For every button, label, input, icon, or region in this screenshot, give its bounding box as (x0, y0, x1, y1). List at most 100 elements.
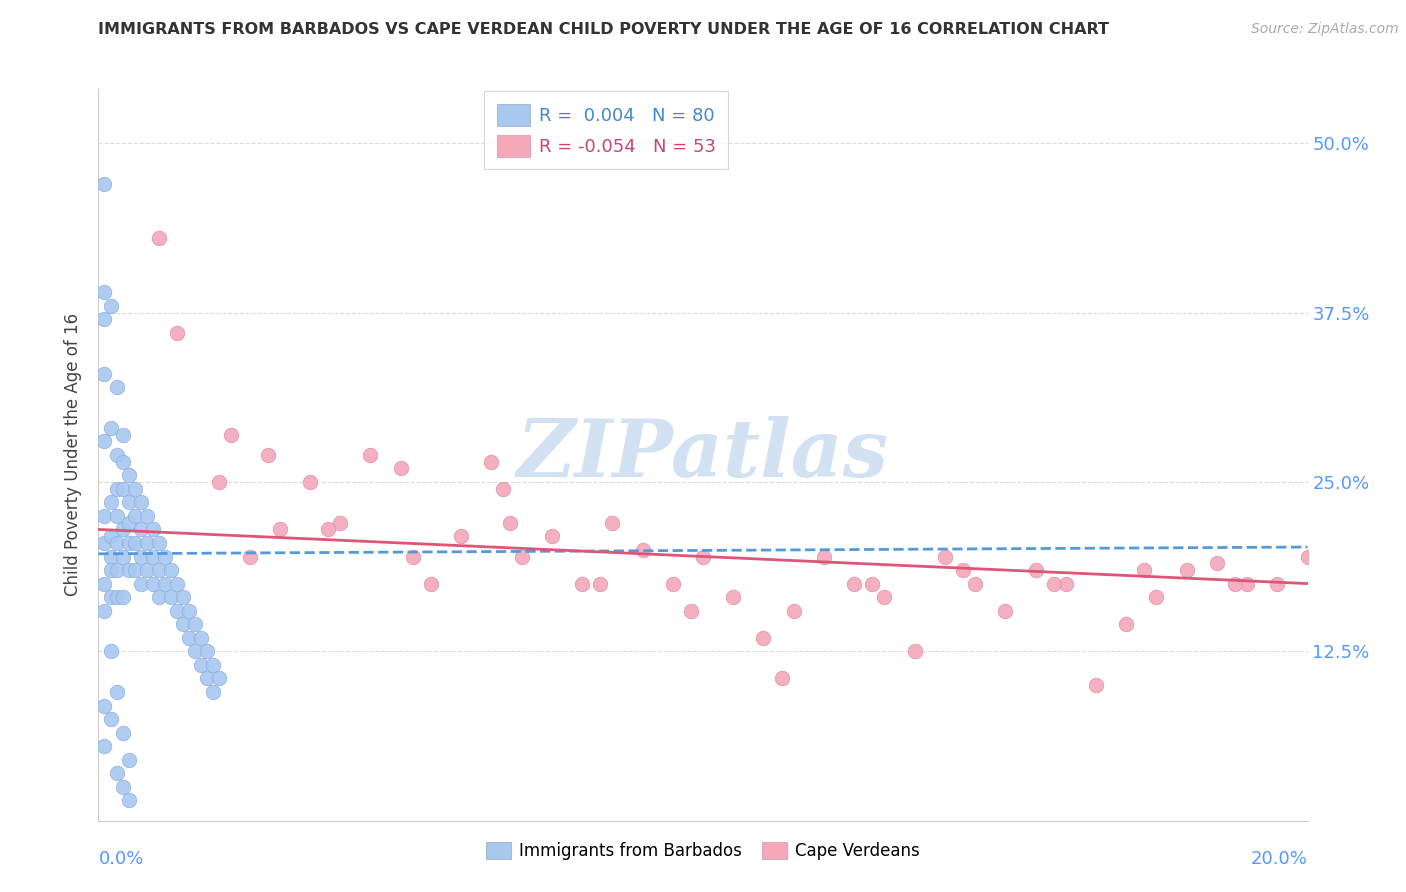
Point (111, 455, 134, 469)
Point (1085, 678, 1108, 692)
Point (492, 482, 515, 496)
Point (172, 590, 194, 604)
Legend: Immigrants from Barbados, Cape Verdeans: Immigrants from Barbados, Cape Verdeans (479, 836, 927, 867)
Point (190, 631, 212, 645)
Point (1175, 563, 1198, 577)
Point (1296, 549, 1319, 564)
Point (124, 563, 146, 577)
Point (172, 617, 194, 632)
Point (129, 495, 152, 509)
Point (142, 576, 165, 591)
Point (179, 604, 201, 618)
Point (184, 617, 207, 632)
Point (105, 380, 128, 394)
Point (221, 427, 243, 442)
Point (118, 516, 141, 530)
Text: 0.0%: 0.0% (98, 850, 143, 868)
Point (124, 536, 146, 550)
Point (105, 536, 128, 550)
Point (93, 604, 115, 618)
Point (179, 631, 201, 645)
Point (153, 576, 176, 591)
Text: IMMIGRANTS FROM BARBADOS VS CAPE VERDEAN CHILD POVERTY UNDER THE AGE OF 16 CORRE: IMMIGRANTS FROM BARBADOS VS CAPE VERDEAN… (98, 22, 1109, 37)
Point (148, 563, 170, 577)
Point (662, 576, 685, 591)
Point (994, 604, 1017, 618)
Point (111, 780, 134, 794)
Point (679, 604, 702, 618)
Point (129, 576, 152, 591)
Point (129, 523, 152, 537)
Point (195, 644, 218, 658)
Point (202, 685, 225, 699)
Point (135, 563, 157, 577)
Point (111, 549, 134, 564)
Point (770, 672, 793, 686)
Point (105, 508, 128, 523)
Point (1024, 563, 1046, 577)
Point (111, 523, 134, 537)
Point (166, 326, 188, 340)
Point (256, 448, 278, 462)
Point (100, 644, 122, 658)
Point (111, 427, 134, 442)
Point (602, 516, 624, 530)
Point (589, 576, 612, 591)
Point (195, 672, 218, 686)
Point (420, 576, 443, 591)
Point (93, 508, 115, 523)
Point (100, 712, 122, 726)
Point (160, 590, 183, 604)
Point (166, 604, 188, 618)
Point (813, 549, 835, 564)
Point (752, 631, 775, 645)
Point (105, 482, 128, 496)
Point (118, 536, 141, 550)
Point (952, 563, 974, 577)
Point (631, 542, 654, 557)
Point (93, 576, 115, 591)
Text: Source: ZipAtlas.com: Source: ZipAtlas.com (1251, 22, 1399, 37)
Point (93, 285, 115, 300)
Point (934, 549, 956, 564)
Point (93, 739, 115, 753)
Point (510, 549, 533, 564)
Text: ZIPatlas: ZIPatlas (517, 417, 889, 493)
Point (783, 604, 806, 618)
Point (105, 766, 128, 780)
Point (1236, 576, 1258, 591)
Point (540, 529, 562, 543)
Point (481, 455, 503, 469)
Point (148, 536, 170, 550)
Point (100, 563, 122, 577)
Point (118, 793, 141, 807)
Point (142, 523, 165, 537)
Point (129, 549, 152, 564)
Point (93, 177, 115, 191)
Point (111, 590, 134, 604)
Point (124, 482, 146, 496)
Point (1115, 617, 1137, 632)
Point (105, 685, 128, 699)
Point (124, 508, 146, 523)
Point (135, 536, 157, 550)
Point (153, 549, 176, 564)
Point (723, 590, 745, 604)
Point (329, 516, 352, 530)
Point (148, 231, 170, 245)
Point (100, 299, 122, 313)
Point (1223, 576, 1246, 591)
Point (148, 590, 170, 604)
Point (93, 434, 115, 449)
Point (100, 590, 122, 604)
Point (873, 590, 896, 604)
Point (571, 576, 593, 591)
Point (105, 590, 128, 604)
Point (692, 549, 714, 564)
Point (105, 563, 128, 577)
Point (299, 475, 322, 489)
Point (965, 576, 987, 591)
Point (208, 672, 231, 686)
Point (450, 529, 472, 543)
Point (269, 523, 291, 537)
